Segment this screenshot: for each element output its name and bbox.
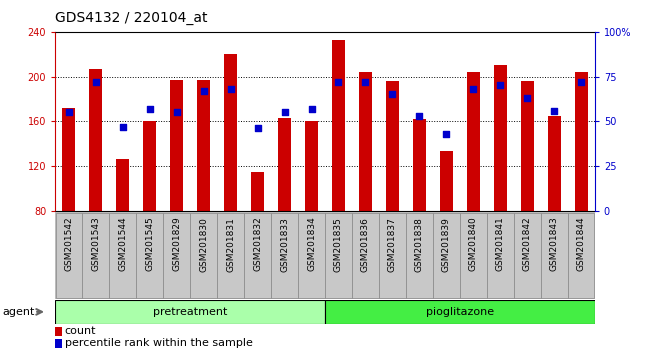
Bar (298, 213, 325, 298)
Text: GSM201838: GSM201838 (415, 217, 424, 272)
Bar (325, 300, 595, 324)
Bar (83, 213, 109, 298)
Text: GSM201841: GSM201841 (496, 217, 505, 272)
Point (252, 126, 263, 131)
Point (144, 106, 155, 112)
Bar (575, 72, 588, 211)
Bar (385, 81, 399, 211)
Text: GSM201834: GSM201834 (307, 217, 316, 272)
Bar (433, 213, 460, 298)
Point (441, 131, 452, 137)
Bar (170, 80, 183, 211)
Text: GSM201837: GSM201837 (388, 217, 397, 272)
Point (280, 109, 290, 115)
Point (495, 82, 506, 88)
Text: GSM201844: GSM201844 (577, 217, 586, 272)
Bar (143, 121, 157, 211)
Text: GSM201545: GSM201545 (145, 217, 154, 272)
Bar (244, 213, 271, 298)
Text: GSM201840: GSM201840 (469, 217, 478, 272)
Text: agent: agent (3, 307, 35, 317)
Text: GSM201544: GSM201544 (118, 217, 127, 272)
Text: GSM201833: GSM201833 (280, 217, 289, 272)
Bar (271, 213, 298, 298)
Bar (251, 172, 265, 211)
Bar (136, 213, 163, 298)
Point (198, 88, 209, 94)
Text: GSM201836: GSM201836 (361, 217, 370, 272)
Bar (359, 72, 372, 211)
Bar (325, 213, 352, 298)
Point (360, 79, 370, 85)
Bar (55, 338, 62, 348)
Point (306, 106, 317, 112)
Point (522, 95, 532, 101)
Bar (521, 81, 534, 211)
Bar (467, 72, 480, 211)
Bar (55, 326, 62, 336)
Bar (352, 213, 379, 298)
Bar (568, 213, 595, 298)
Bar (278, 118, 291, 211)
Text: GDS4132 / 220104_at: GDS4132 / 220104_at (55, 11, 208, 25)
Bar (224, 54, 237, 211)
Bar (62, 108, 75, 211)
Text: pretreatment: pretreatment (153, 307, 228, 317)
Bar (547, 116, 561, 211)
Bar (332, 40, 345, 211)
Bar (379, 213, 406, 298)
Text: GSM201835: GSM201835 (334, 217, 343, 272)
Text: count: count (65, 326, 96, 336)
Point (118, 124, 128, 130)
Bar (190, 213, 217, 298)
Bar (460, 213, 487, 298)
Bar (109, 213, 136, 298)
Point (172, 109, 182, 115)
Bar (55, 213, 82, 298)
Bar (197, 80, 211, 211)
Point (414, 113, 424, 119)
Bar (89, 69, 103, 211)
Text: GSM201842: GSM201842 (523, 217, 532, 272)
Bar (163, 213, 190, 298)
Text: GSM201831: GSM201831 (226, 217, 235, 272)
Bar (493, 65, 507, 211)
Bar (439, 152, 453, 211)
Text: GSM201839: GSM201839 (442, 217, 451, 272)
Bar (217, 213, 244, 298)
Point (90, 79, 101, 85)
Bar (305, 121, 318, 211)
Bar (514, 213, 541, 298)
Point (226, 86, 236, 92)
Point (64, 109, 74, 115)
Text: pioglitazone: pioglitazone (426, 307, 494, 317)
Text: GSM201829: GSM201829 (172, 217, 181, 272)
Text: percentile rank within the sample: percentile rank within the sample (65, 338, 253, 348)
Bar (406, 213, 433, 298)
Point (333, 79, 344, 85)
Point (468, 86, 478, 92)
Text: GSM201830: GSM201830 (199, 217, 208, 272)
Text: GSM201843: GSM201843 (550, 217, 559, 272)
Bar (541, 213, 567, 298)
Bar (55, 300, 325, 324)
Text: GSM201543: GSM201543 (91, 217, 100, 272)
Point (576, 79, 586, 85)
Bar (116, 159, 129, 211)
Bar (413, 119, 426, 211)
Point (549, 108, 560, 113)
Point (387, 92, 398, 97)
Text: GSM201832: GSM201832 (253, 217, 262, 272)
Text: GSM201542: GSM201542 (64, 217, 73, 272)
Bar (487, 213, 514, 298)
